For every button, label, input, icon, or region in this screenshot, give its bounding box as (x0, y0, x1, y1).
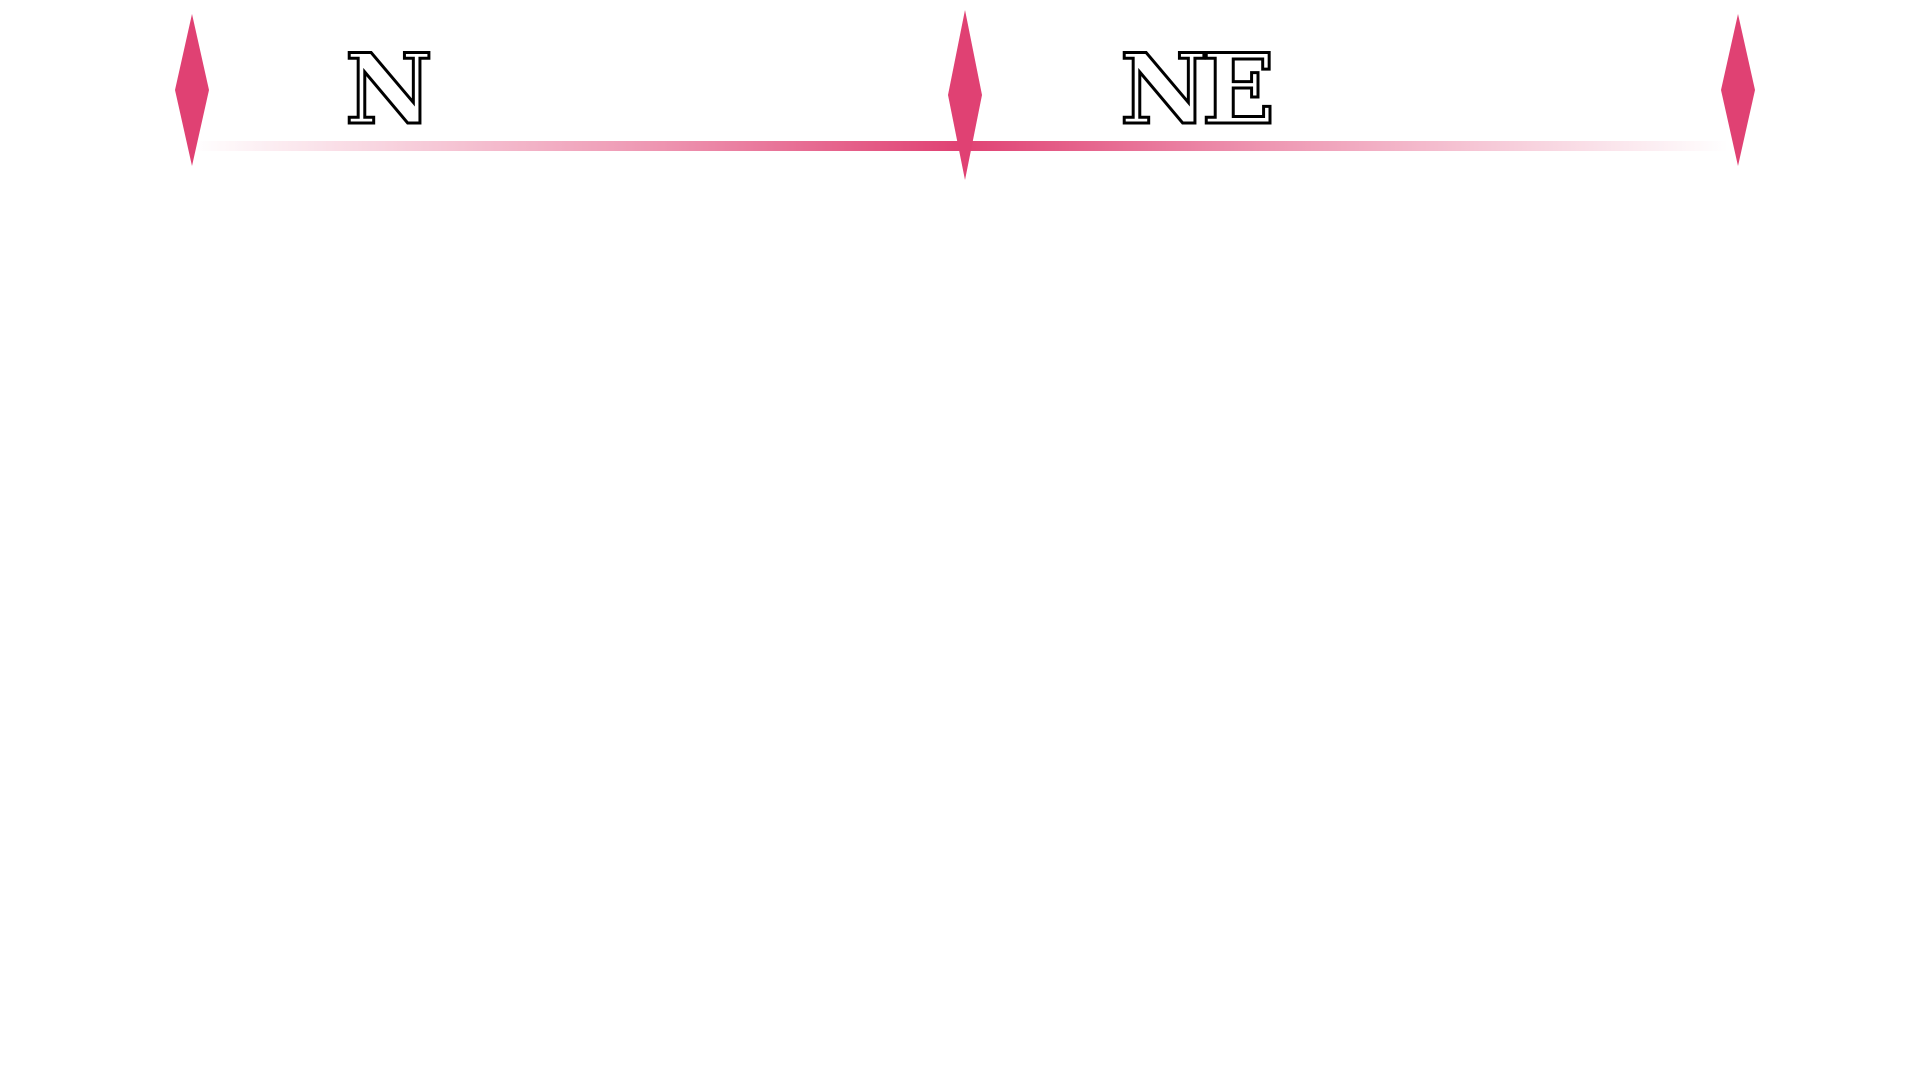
compass-label-left: N (344, 33, 435, 146)
diamond-marker-left (175, 14, 209, 166)
diamond-marker-center (948, 10, 982, 180)
diamond-marker-right (1721, 14, 1755, 166)
compass-label-right: NE (1119, 33, 1277, 146)
